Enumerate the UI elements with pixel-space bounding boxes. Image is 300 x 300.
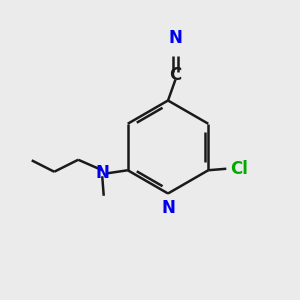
- Text: N: N: [162, 199, 176, 217]
- Text: N: N: [95, 164, 109, 182]
- Text: N: N: [169, 29, 182, 47]
- Text: Cl: Cl: [230, 160, 248, 178]
- Text: C: C: [169, 66, 181, 84]
